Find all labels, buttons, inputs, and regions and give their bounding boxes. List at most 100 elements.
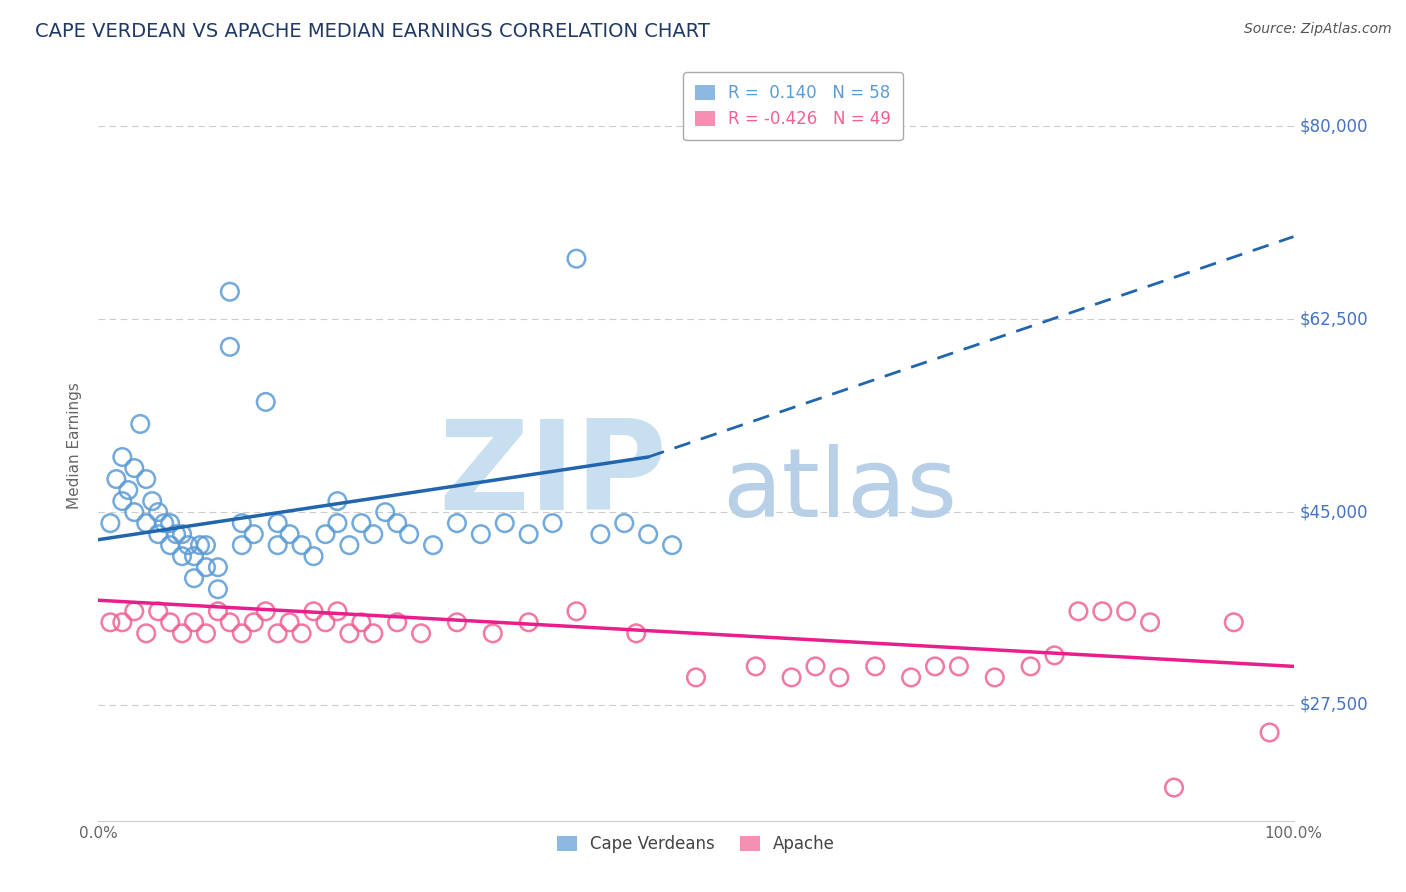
Point [183,615,205,630]
Point [363,626,385,640]
Text: $62,500: $62,500 [1299,310,1368,328]
Point [278,527,301,541]
Point [172,549,194,564]
Text: $80,000: $80,000 [1299,118,1368,136]
Point [948,659,970,673]
Point [195,560,218,574]
Point [148,527,170,541]
Point [231,516,253,530]
Point [804,659,827,673]
Point [148,505,170,519]
Point [172,626,194,640]
Point [326,604,349,618]
Point [183,549,205,564]
Point [129,417,152,431]
Point [243,527,266,541]
Point [517,615,540,630]
Point [135,626,157,640]
Point [517,527,540,541]
Point [626,626,648,640]
Point [124,461,146,475]
Point [183,571,205,585]
Legend: Cape Verdeans, Apache: Cape Verdeans, Apache [546,823,846,864]
Point [326,516,349,530]
Point [231,626,253,640]
Point [111,615,134,630]
Point [98,516,122,530]
Point [291,538,314,552]
Text: $45,000: $45,000 [1299,503,1368,521]
Point [302,549,325,564]
Point [254,604,277,618]
Text: ZIP: ZIP [439,416,666,536]
Point [828,670,851,684]
Point [291,626,314,640]
Point [613,516,636,530]
Point [422,538,444,552]
Point [482,626,505,640]
Point [267,538,290,552]
Point [637,527,659,541]
Point [231,538,253,552]
Point [398,527,420,541]
Point [278,615,301,630]
Point [267,626,290,640]
Point [302,604,325,618]
Point [865,659,887,673]
Point [243,615,266,630]
Point [1139,615,1161,630]
Text: Source: ZipAtlas.com: Source: ZipAtlas.com [1244,22,1392,37]
Point [159,516,181,530]
Point [1258,725,1281,739]
Point [1091,604,1114,618]
Point [984,670,1007,684]
Point [207,604,229,618]
Point [254,395,277,409]
Point [159,538,181,552]
Point [411,626,433,640]
Point [1223,615,1246,630]
Point [219,285,242,299]
Point [153,516,176,530]
Point [195,538,218,552]
Point [141,494,163,508]
Point [900,670,922,684]
Point [363,527,385,541]
Point [1019,659,1042,673]
Point [1043,648,1066,663]
Point [541,516,564,530]
Point [219,340,242,354]
Point [117,483,139,497]
Point [446,516,468,530]
Point [446,615,468,630]
Point [589,527,612,541]
Point [745,659,768,673]
Point [219,615,242,630]
Point [124,604,146,618]
Y-axis label: Median Earnings: Median Earnings [67,383,83,509]
Point [135,472,157,486]
Point [339,626,361,640]
Point [1067,604,1090,618]
Point [385,516,409,530]
Point [159,615,181,630]
Point [172,527,194,541]
Point [565,252,588,266]
Point [470,527,492,541]
Point [350,516,373,530]
Point [195,626,218,640]
Text: $27,500: $27,500 [1299,696,1368,714]
Point [385,615,409,630]
Text: atlas: atlas [721,444,957,538]
Point [148,604,170,618]
Point [111,494,134,508]
Point [111,450,134,464]
Point [124,505,146,519]
Point [207,560,229,574]
Point [165,527,187,541]
Point [685,670,707,684]
Point [315,615,337,630]
Text: CAPE VERDEAN VS APACHE MEDIAN EARNINGS CORRELATION CHART: CAPE VERDEAN VS APACHE MEDIAN EARNINGS C… [35,22,710,41]
Point [326,494,349,508]
Point [494,516,516,530]
